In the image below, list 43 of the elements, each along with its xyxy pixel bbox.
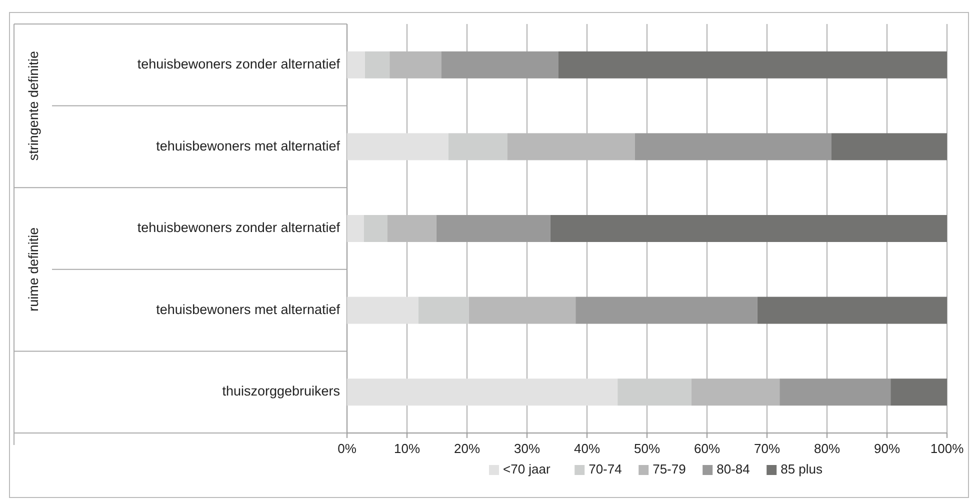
bar: [347, 51, 365, 78]
x-tick-label: 20%: [454, 441, 480, 456]
x-tick-label: 30%: [514, 441, 540, 456]
y-tick-label: tehuisbewoners met alternatief: [156, 302, 340, 317]
bar: [436, 215, 550, 242]
bar: [558, 51, 947, 78]
bar: [890, 378, 947, 406]
bar: [831, 133, 947, 160]
bar: [347, 378, 618, 406]
bar: [635, 133, 832, 160]
text: stringente definitie: [26, 51, 41, 161]
bar: [576, 296, 758, 324]
bar: [618, 378, 692, 406]
x-tick-label: 10%: [394, 441, 420, 456]
bar: [365, 51, 390, 78]
x-tick-label: 90%: [874, 441, 900, 456]
x-tick-label: 0%: [338, 441, 357, 456]
bar: [347, 215, 364, 242]
legend-label: <70 jaar: [503, 461, 552, 476]
bar: [441, 51, 558, 78]
legend-label: 75-79: [652, 461, 686, 476]
y-tick-label: tehuisbewoners met alternatief: [156, 138, 340, 154]
legend-label: 70-74: [588, 461, 622, 476]
bar: [364, 215, 388, 242]
bar: [780, 378, 891, 406]
y-tick-label: thuiszorggebruikers: [222, 384, 340, 399]
text: ruime definitie: [26, 227, 41, 312]
x-tick-label: 40%: [574, 441, 600, 456]
x-tick-label: 80%: [814, 441, 840, 456]
legend-label: 85 plus: [780, 461, 824, 476]
legend-label: 80-84: [716, 461, 750, 476]
bar: [757, 296, 947, 324]
bar: [448, 133, 508, 160]
bar: [347, 133, 448, 160]
bar: [347, 296, 418, 324]
x-tick-label: 60%: [694, 441, 720, 456]
y-tick-label: tehuisbewoners zonder alternatief: [137, 56, 340, 72]
x-tick-label: 100%: [930, 441, 964, 456]
x-tick-label: 70%: [754, 441, 780, 456]
bar: [550, 215, 947, 242]
bar: [418, 296, 469, 324]
y-tick-label: tehuisbewoners zonder alternatief: [137, 220, 340, 236]
x-tick-label: 50%: [634, 441, 660, 456]
